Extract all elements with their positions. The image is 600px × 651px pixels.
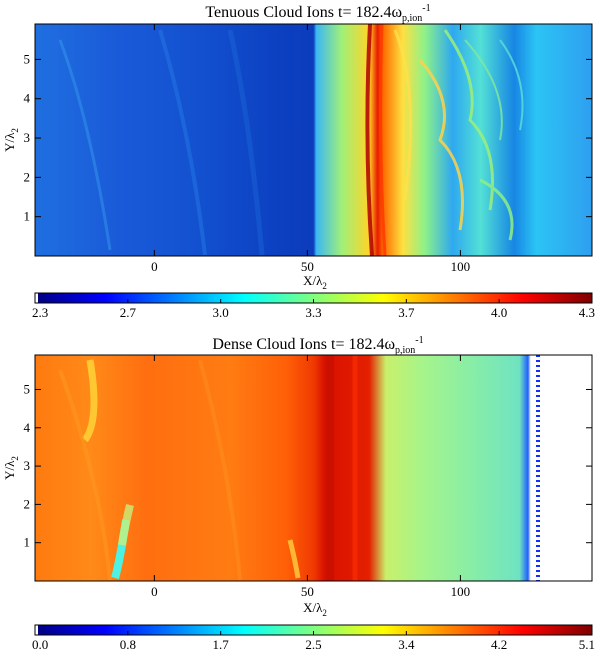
colorbar-tick-label: 0.0 [32,637,48,651]
panel1-y-ticks: 1 2 3 4 5 [24,51,592,224]
panel2-structures [58,355,540,581]
y-tick-label: 2 [24,169,31,184]
y-tick-label: 5 [24,51,31,66]
colorbar-tick-label: 3.0 [213,305,229,320]
panel1-x-axis-label: X/λ2 [303,273,327,291]
panel2-title: Dense Cloud Ions t= 182.4ωp,ion-1 [212,335,423,356]
x-tick-label: 50 [301,259,314,274]
y-tick-label: 4 [24,420,31,435]
panel1-colorbar [35,293,592,303]
colorbar-tick-label: 2.7 [120,305,137,320]
colorbar-tick-label: 0.8 [120,637,136,651]
colorbar-tick-label: 5.1 [579,637,595,651]
colorbar-tick-label: 2.3 [32,305,48,320]
panel2-x-ticks: 0 50 100 [151,355,470,599]
colorbar-tick-label: 4.3 [579,305,595,320]
y-tick-label: 5 [24,381,31,396]
colorbar-tick-label: 4.2 [491,637,507,651]
y-tick-label: 1 [24,535,31,550]
colorbar-tick-label: 1.7 [213,637,230,651]
y-tick-label: 2 [24,496,31,511]
panel1-y-axis-label: Y/λ2 [2,128,20,152]
dense-ions-panel: Dense Cloud Ions t= 182.4ωp,ion-1 0 50 100… [2,335,595,651]
panel2-y-axis-label: Y/λ2 [2,456,20,480]
x-tick-label: 0 [151,584,158,599]
y-tick-label: 3 [24,130,31,145]
x-tick-label: 100 [451,259,471,274]
colorbar-tick-label: 3.7 [398,305,415,320]
panel1-colorbar-marker [35,293,38,303]
y-tick-label: 3 [24,458,31,473]
panel2-heatmap [35,355,592,581]
panel2-frame [34,354,593,582]
panel1-x-ticks: 0 50 100 [151,24,470,274]
colorbar-tick-label: 3.3 [305,305,321,320]
panel2-colorbar [35,625,592,635]
panel2-colorbar-ticks: 0.0 0.8 1.7 2.5 3.4 4.2 5.1 [32,631,595,651]
colorbar-tick-label: 4.0 [491,305,507,320]
y-tick-label: 4 [24,91,31,106]
panel1-structures [58,23,524,257]
panel2-x-axis-label: X/λ2 [303,600,327,618]
panel1-title: Tenuous Cloud Ions t= 182.4ωp,ion-1 [205,3,430,24]
panel1-frame [34,23,593,257]
panel2-y-ticks: 1 2 3 4 5 [24,381,592,550]
y-tick-label: 1 [24,209,31,224]
x-tick-label: 50 [301,584,314,599]
panel1-colorbar-ticks: 2.3 2.7 3.0 3.3 3.7 4.0 4.3 [32,299,595,320]
x-tick-label: 0 [151,259,158,274]
colorbar-tick-label: 3.4 [398,637,415,651]
panel1-heatmap [35,24,592,256]
tenuous-ions-panel: Tenuous Cloud Ions t= 182.4ωp,ion-1 0 50 1… [2,3,595,320]
x-tick-label: 100 [451,584,471,599]
panel2-colorbar-marker [35,625,38,635]
colorbar-tick-label: 2.5 [305,637,321,651]
